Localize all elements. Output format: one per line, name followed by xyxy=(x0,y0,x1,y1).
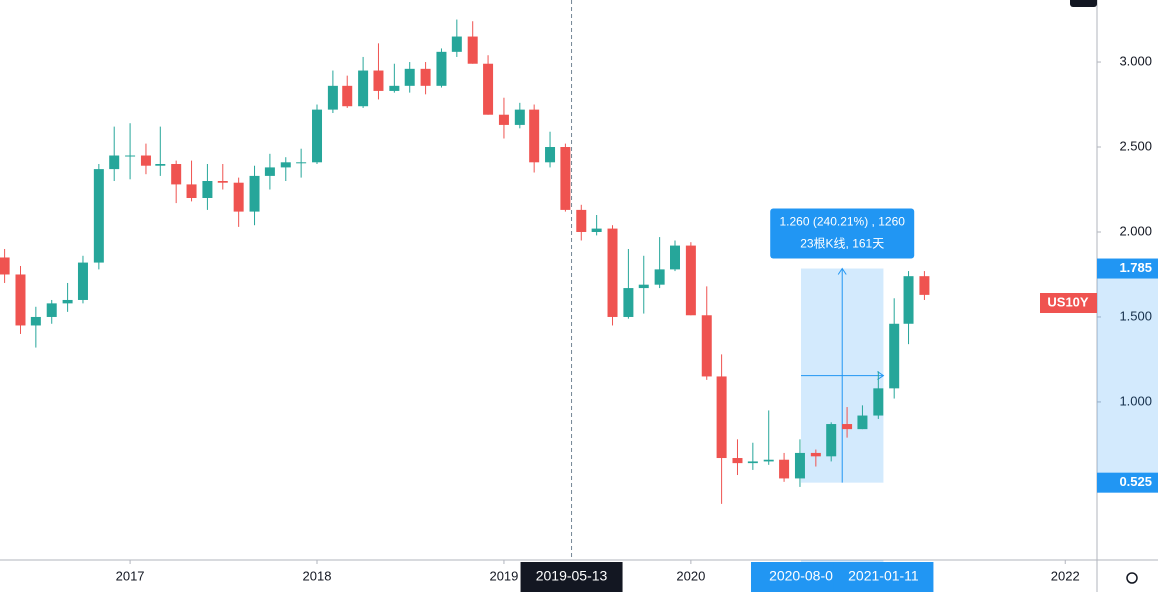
candle-body xyxy=(358,70,369,107)
x-tick-label: 2018 xyxy=(303,568,332,583)
candle-body xyxy=(576,209,587,232)
price-label: 0.525 xyxy=(1119,474,1152,489)
candle-body xyxy=(842,424,853,430)
x-tick-label: 2019 xyxy=(489,568,518,583)
candle-body xyxy=(436,51,447,86)
candle-body xyxy=(171,164,182,185)
candle-body xyxy=(264,167,275,176)
measure-arrow-head xyxy=(877,371,885,381)
candle-body xyxy=(0,257,10,275)
candle-body xyxy=(202,181,213,198)
candle-body xyxy=(701,315,712,377)
candle-body xyxy=(155,164,166,166)
measure-axis-band xyxy=(1097,268,1158,483)
candle-body xyxy=(389,85,400,91)
x-tick-label: 2022 xyxy=(1051,568,1080,583)
candle-body xyxy=(669,245,680,270)
candle-body xyxy=(296,162,307,164)
y-tick-label: 2.000 xyxy=(1119,223,1152,238)
candle-body xyxy=(404,68,415,86)
crosshair-label-bg xyxy=(520,562,623,592)
candle-body xyxy=(342,85,353,107)
candle-body xyxy=(560,147,571,210)
measure-tooltip-text: 23根K线, 161天 xyxy=(800,237,884,251)
candle-body xyxy=(857,415,868,430)
candle-body xyxy=(654,269,665,285)
candle-body xyxy=(607,228,618,317)
candle-body xyxy=(591,228,602,232)
symbol-label-bg xyxy=(1040,293,1097,313)
y-tick-label: 1.000 xyxy=(1119,393,1152,408)
candle-body xyxy=(732,458,743,464)
date-label: 2021-01-11 xyxy=(848,568,919,584)
candle-body xyxy=(810,452,821,457)
candle-body xyxy=(779,459,790,479)
candle-body xyxy=(763,459,774,462)
candle-body xyxy=(62,299,73,304)
y-tick-label: 3.000 xyxy=(1119,53,1152,68)
menu-button[interactable] xyxy=(1070,0,1097,7)
candle-body xyxy=(373,70,384,91)
candle-body xyxy=(919,276,930,295)
candle-body xyxy=(249,175,260,212)
candle-body xyxy=(46,303,57,317)
candle-body xyxy=(15,274,26,326)
candle-body xyxy=(623,288,634,317)
candle-body xyxy=(233,182,244,212)
measure-arrow-head xyxy=(837,267,847,275)
price-label-bg xyxy=(1097,472,1158,493)
candle-body xyxy=(747,461,758,464)
candle-body xyxy=(794,452,805,479)
candle-body xyxy=(826,424,837,457)
x-tick-label: 2020 xyxy=(676,568,705,583)
price-label: 1.785 xyxy=(1119,260,1152,275)
candle-body xyxy=(420,68,431,86)
measure-tooltip xyxy=(770,208,915,259)
candle-body xyxy=(93,169,104,263)
candle-body xyxy=(514,109,525,125)
candle-body xyxy=(889,323,900,389)
candle-body xyxy=(638,284,649,289)
measure-tooltip-text: 1.260 (240.21%) , 1260 xyxy=(779,215,905,229)
date-label: 2020-08-0 xyxy=(769,568,833,584)
settings-icon[interactable] xyxy=(1126,572,1138,584)
candle-body xyxy=(467,36,478,64)
date-label-bg xyxy=(833,562,934,592)
price-label-bg xyxy=(1097,258,1158,279)
candle-body xyxy=(312,109,323,163)
candle-body xyxy=(873,388,884,416)
symbol-label: US10Y xyxy=(1047,294,1089,309)
y-tick-label: 2.500 xyxy=(1119,138,1152,153)
candle-body xyxy=(217,181,228,183)
candle-body xyxy=(140,155,151,166)
candle-body xyxy=(30,316,41,326)
candle-body xyxy=(498,114,509,125)
candle-body xyxy=(903,276,914,324)
candle-body xyxy=(685,245,696,316)
candle-body xyxy=(451,36,462,52)
candle-body xyxy=(529,109,540,163)
candle-body xyxy=(545,147,556,163)
candle-body xyxy=(125,155,136,157)
candle-body xyxy=(280,162,291,168)
candle-body xyxy=(327,85,338,110)
x-tick-label: 2017 xyxy=(116,568,145,583)
crosshair-label: 2019-05-13 xyxy=(536,568,608,584)
candle-body xyxy=(483,63,494,115)
candle-body xyxy=(109,155,120,170)
y-tick-label: 1.500 xyxy=(1119,308,1152,323)
candle-body xyxy=(77,262,88,300)
candle-body xyxy=(716,376,727,459)
candle-body xyxy=(186,184,197,198)
